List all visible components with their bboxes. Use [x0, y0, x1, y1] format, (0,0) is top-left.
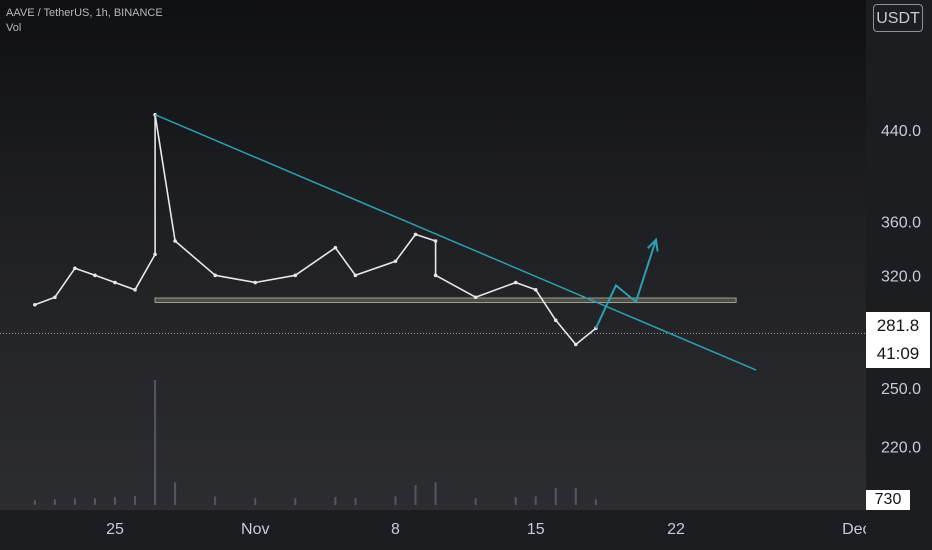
time-tick-label: 8 [391, 521, 400, 538]
time-tick-label: Nov [241, 521, 269, 538]
time-axis-ticks: 25 Nov 8 15 22 Dec [106, 521, 866, 538]
price-tick-label: 250.0 [881, 381, 921, 398]
volume-bar [53, 499, 56, 505]
price-tick-label: 440.0 [881, 123, 921, 140]
price-tick-label: 220.0 [881, 439, 921, 456]
price-axis-ticks: 440.0 360.0 320.0 250.0 220.0 [881, 123, 921, 456]
volume-bar [414, 485, 417, 505]
time-tick-label: 25 [106, 521, 124, 538]
time-tick-label: 22 [667, 521, 685, 538]
volume-indicator-label[interactable]: Vol [6, 22, 22, 34]
volume-bar [214, 496, 217, 505]
volume-bar [554, 487, 557, 505]
price-point [53, 295, 57, 300]
price-point [553, 318, 558, 323]
price-point [173, 239, 177, 243]
price-point [33, 302, 37, 307]
price-point [413, 232, 418, 237]
price-point [473, 295, 478, 300]
price-point [213, 273, 217, 278]
trendline [154, 114, 757, 371]
symbol-info[interactable]: AAVE / TetherUS, 1h, BINANCE [6, 7, 163, 19]
volume-bar [334, 497, 337, 505]
price-point [93, 273, 97, 278]
price-point [353, 273, 358, 278]
price-point [253, 280, 258, 285]
time-tick-label: 15 [527, 521, 545, 538]
volume-bar [574, 487, 577, 505]
volume-bar [594, 499, 597, 505]
volume-bar [33, 500, 36, 505]
time-axis[interactable]: 25 Nov 8 15 22 Dec [0, 510, 866, 550]
time-tick-label: Dec [842, 521, 866, 538]
volume-bar [294, 498, 297, 505]
price-point [433, 239, 438, 243]
volume-value-tag: 730 [866, 490, 910, 510]
chart-area[interactable]: AAVE / TetherUS, 1h, BINANCE Vol [0, 0, 866, 510]
support-zone [154, 297, 737, 304]
price-point [533, 288, 538, 292]
bar-countdown: 41:09 [876, 344, 920, 363]
price-point [133, 288, 137, 292]
volume-bar [134, 495, 137, 505]
volume-bar [93, 498, 96, 505]
volume-bar [394, 496, 397, 505]
volume-bar [114, 497, 116, 505]
price-tick-label: 320.0 [881, 268, 921, 285]
price-point [574, 342, 578, 347]
price-chart[interactable] [0, 0, 866, 510]
volume-bar [154, 380, 157, 505]
current-price-tag: 281.8 41:09 [866, 312, 930, 368]
volume-bar [434, 493, 437, 505]
volume-bar [514, 497, 517, 505]
volume-bar [73, 498, 76, 505]
price-point [333, 245, 338, 250]
price-point [513, 280, 518, 285]
price-axis[interactable]: 440.0 360.0 320.0 250.0 220.0 [866, 0, 932, 550]
current-price-value: 281.8 [876, 316, 920, 335]
price-point [73, 266, 77, 271]
projection-arrowhead [646, 237, 659, 252]
price-point [293, 273, 298, 278]
volume-bar [474, 498, 477, 505]
price-point [153, 252, 157, 257]
currency-button[interactable]: USDT [873, 4, 923, 32]
price-series-line [34, 113, 597, 346]
projection-path [594, 239, 657, 329]
price-tick-label: 360.0 [881, 215, 921, 232]
volume-bar [534, 496, 537, 505]
price-point [433, 273, 438, 278]
price-point [113, 280, 117, 285]
volume-bar [174, 482, 177, 505]
price-point [393, 259, 398, 264]
volume-bar [354, 498, 357, 505]
volume-bar [254, 498, 257, 505]
